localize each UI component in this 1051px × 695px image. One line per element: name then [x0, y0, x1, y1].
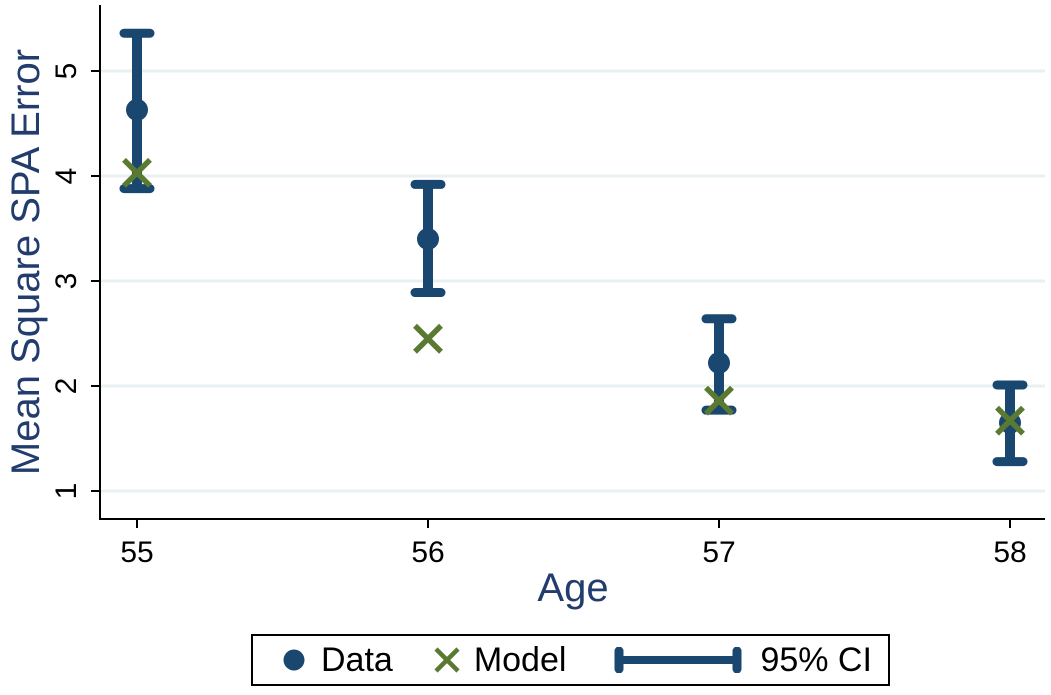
y-tick-label: 1 [50, 482, 83, 500]
x-axis-title: Age [537, 566, 609, 610]
y-axis-title: Mean Square SPA Error [4, 48, 48, 476]
legend-entry-ci: 95% CI [612, 643, 872, 677]
y-tick-label: 2 [50, 377, 83, 395]
y-tick-label: 4 [50, 167, 83, 185]
x-tick-label: 58 [993, 536, 1027, 569]
legend-label-ci: 95% CI [760, 641, 872, 679]
legend-entry-data: Data [283, 643, 393, 677]
model-x-marker [704, 385, 734, 416]
model-x-marker-icon [434, 647, 460, 673]
data-circle-marker-icon [283, 649, 305, 671]
ci-errorbar-icon [614, 647, 742, 673]
model-x-marker [995, 405, 1025, 436]
legend-entry-model: Model [433, 641, 567, 679]
data-point-marker [126, 98, 148, 121]
legend-label-model: Model [473, 641, 567, 679]
y-tick-label: 3 [50, 272, 83, 290]
y-tick-label: 5 [50, 62, 83, 80]
x-tick-label: 55 [120, 536, 154, 569]
x-tick-label: 56 [411, 536, 445, 569]
legend-box: Data Model 95% CI [251, 634, 890, 686]
x-tick-label: 57 [702, 536, 736, 569]
model-x-marker [122, 157, 152, 188]
data-point-marker [708, 351, 730, 374]
data-point-marker [417, 228, 439, 250]
legend-label-data: Data [321, 641, 393, 679]
model-x-marker [413, 323, 443, 354]
